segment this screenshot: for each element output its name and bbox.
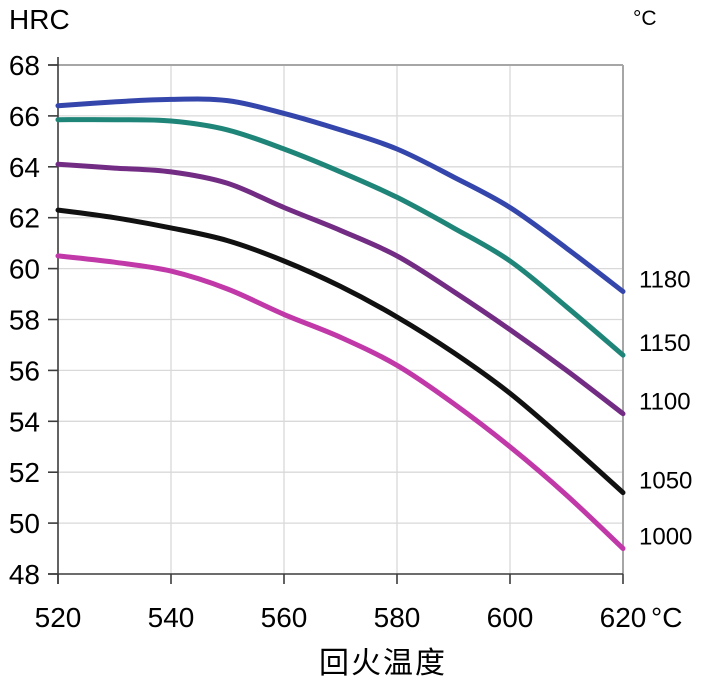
y-tick-label: 56 [9,355,40,386]
y-tick-label: 54 [9,406,40,437]
x-axis-title: 回火温度 [319,647,447,680]
x-axis-unit-label: °C [651,602,683,633]
x-tick-label: 540 [148,602,195,633]
y-tick-label: 52 [9,457,40,488]
y-tick-label: 58 [9,305,40,336]
right-axis-unit-label: °C [633,7,657,30]
y-axis-title: HRC [9,4,70,35]
y-tick-label: 50 [9,508,40,539]
x-tick-label: 520 [35,602,82,633]
y-tick-label: 48 [9,559,40,590]
y-tick-label: 64 [9,152,40,183]
x-tick-label: 620 [600,602,647,633]
series-label-1050: 1050 [639,468,692,495]
series-line-1150 [55,117,626,358]
series-label-1000: 1000 [639,524,692,551]
x-tick-label: 580 [374,602,421,633]
series-line-1100 [55,161,626,417]
y-tick-label: 68 [9,50,40,81]
series-line-1180 [55,96,626,294]
series-label-1180: 1180 [639,267,691,294]
y-tick-label: 62 [9,203,40,234]
series-label-1100: 1100 [639,389,691,416]
x-tick-label: 600 [487,602,534,633]
series-line-1050 [55,207,626,496]
y-tick-label: 66 [9,101,40,132]
series-label-1150: 1150 [639,330,691,357]
x-tick-label: 560 [261,602,308,633]
y-tick-label: 60 [9,254,40,285]
series-line-1000 [55,253,626,551]
